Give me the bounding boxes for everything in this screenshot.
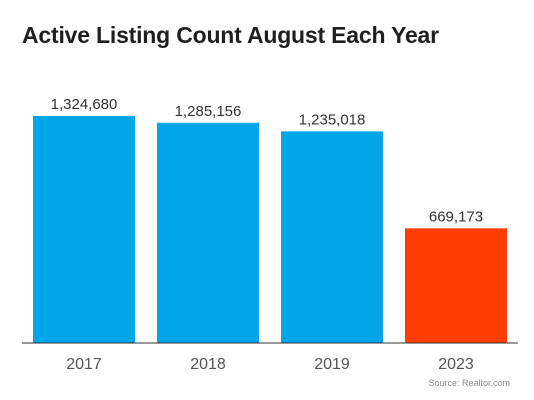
x-tick-label-2018: 2018 xyxy=(190,356,226,373)
labels-group: 1,324,680 2017 1,285,156 2018 1,235,018 2019 6… xyxy=(51,96,483,373)
bars-group xyxy=(33,116,507,343)
bar-2019 xyxy=(281,131,383,343)
bar-2018 xyxy=(157,122,259,343)
x-tick-label-2023: 2023 xyxy=(438,356,474,373)
bar-2023 xyxy=(405,228,507,343)
bar-2017 xyxy=(33,116,135,343)
x-tick-label-2017: 2017 xyxy=(66,356,102,373)
data-label-2019: 1,235,018 xyxy=(299,111,366,128)
chart-title: Active Listing Count August Each Year xyxy=(22,22,439,48)
source-note: Source: Realtor.com xyxy=(428,378,510,388)
data-label-2023: 669,173 xyxy=(429,208,483,225)
x-tick-label-2019: 2019 xyxy=(314,356,350,373)
data-label-2017: 1,324,680 xyxy=(51,96,118,113)
data-label-2018: 1,285,156 xyxy=(175,103,242,120)
